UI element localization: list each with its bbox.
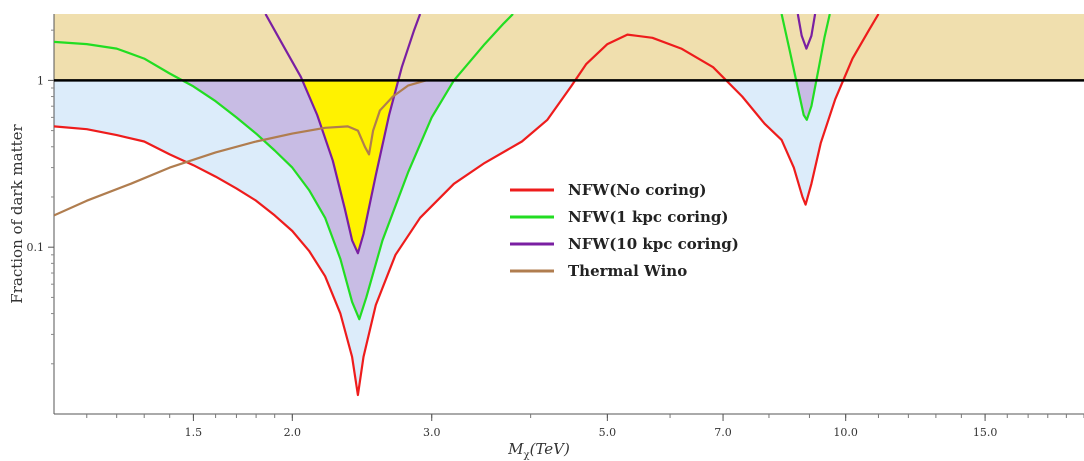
shade-below-no-coring-0 [54, 80, 879, 388]
x-axis-ticks: 1.5 2.0 3.0 5.0 7.0 10.0 15.0 [86, 414, 1084, 439]
y-axis-ticks: 10.1 [27, 29, 54, 365]
legend-label-2: NFW(10 kpc coring) [568, 235, 739, 253]
series-line-2 [780, 14, 831, 121]
x-axis-label-rest: (TeV) [530, 440, 570, 458]
shade-above-reference [54, 14, 1084, 81]
series-lines [54, 14, 880, 397]
legend-label-1: NFW(1 kpc coring) [568, 208, 728, 226]
series-line-3 [264, 14, 422, 255]
series-line-4 [796, 14, 817, 50]
legend: NFW(No coring) NFW(1 kpc coring) NFW(10 kp… [510, 181, 739, 280]
shade-below-1kpc-0 [54, 80, 513, 320]
shade-below-10kpc-0 [266, 80, 421, 253]
x-tick-label-1: 2.0 [284, 426, 302, 439]
x-tick-label-2: 3.0 [423, 426, 441, 439]
legend-label-0: NFW(No coring) [568, 181, 706, 199]
series-line-5 [54, 79, 427, 217]
y-axis-label: Fraction of dark matter [8, 123, 26, 303]
x-axis-label: Mχ(TeV) [507, 440, 570, 461]
x-axis-label-main: M [507, 440, 524, 458]
x-tick-label-3: 5.0 [599, 426, 617, 439]
x-tick-label-0: 1.5 [185, 426, 203, 439]
shade-below-1kpc-1 [781, 80, 830, 120]
series-line-1 [54, 14, 514, 321]
x-tick-label-4: 7.0 [714, 426, 732, 439]
shaded-regions [54, 14, 1084, 388]
series-line-0 [54, 14, 880, 397]
y-tick-label-1: 0.1 [27, 241, 45, 254]
x-axis-label-sub: χ [524, 450, 530, 461]
legend-label-3: Thermal Wino [568, 262, 687, 280]
y-tick-label-0: 1 [37, 74, 44, 87]
x-tick-label-5: 10.0 [833, 426, 858, 439]
x-tick-label-6: 15.0 [973, 426, 998, 439]
